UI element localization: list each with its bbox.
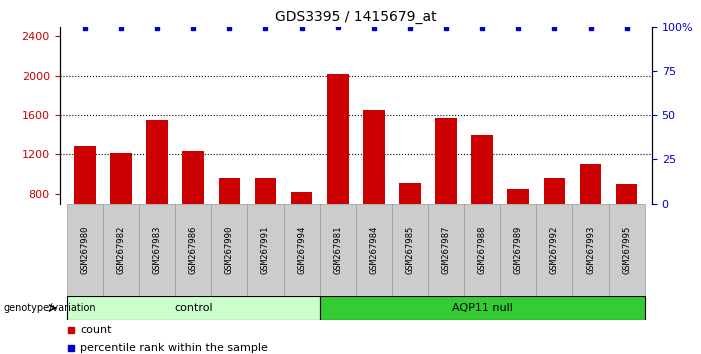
FancyBboxPatch shape — [501, 204, 536, 296]
FancyBboxPatch shape — [428, 204, 464, 296]
FancyBboxPatch shape — [283, 204, 320, 296]
Text: GSM267983: GSM267983 — [153, 225, 162, 274]
Text: GSM267995: GSM267995 — [622, 225, 631, 274]
FancyBboxPatch shape — [536, 204, 573, 296]
Text: GSM267993: GSM267993 — [586, 225, 595, 274]
Bar — [363, 110, 385, 272]
FancyBboxPatch shape — [211, 204, 247, 296]
Bar — [291, 192, 313, 272]
Text: count: count — [81, 325, 112, 335]
FancyBboxPatch shape — [67, 296, 320, 320]
FancyBboxPatch shape — [392, 204, 428, 296]
Text: genotype/variation: genotype/variation — [4, 303, 96, 313]
Text: GSM267991: GSM267991 — [261, 225, 270, 274]
FancyBboxPatch shape — [103, 204, 139, 296]
Bar — [543, 178, 565, 272]
Bar — [471, 135, 493, 272]
Text: GSM267992: GSM267992 — [550, 225, 559, 274]
Text: percentile rank within the sample: percentile rank within the sample — [81, 343, 268, 353]
Text: AQP11 null: AQP11 null — [451, 303, 512, 313]
Text: control: control — [174, 303, 212, 313]
Bar — [615, 184, 637, 272]
Bar — [254, 178, 276, 272]
FancyBboxPatch shape — [320, 204, 356, 296]
Text: GSM267994: GSM267994 — [297, 225, 306, 274]
Text: GSM267981: GSM267981 — [333, 225, 342, 274]
Text: GSM267988: GSM267988 — [477, 225, 486, 274]
Text: GSM267980: GSM267980 — [81, 225, 89, 274]
Title: GDS3395 / 1415679_at: GDS3395 / 1415679_at — [275, 10, 437, 24]
Bar — [399, 183, 421, 272]
FancyBboxPatch shape — [464, 204, 501, 296]
Text: GSM267985: GSM267985 — [405, 225, 414, 274]
Bar — [327, 74, 348, 272]
FancyBboxPatch shape — [247, 204, 283, 296]
Text: GSM267987: GSM267987 — [442, 225, 451, 274]
Bar — [74, 145, 96, 272]
Text: GSM267984: GSM267984 — [369, 225, 379, 274]
FancyBboxPatch shape — [608, 204, 645, 296]
FancyBboxPatch shape — [67, 204, 103, 296]
Bar — [110, 153, 132, 272]
Bar — [435, 119, 457, 272]
Bar — [580, 164, 601, 272]
Bar — [219, 178, 240, 272]
FancyBboxPatch shape — [356, 204, 392, 296]
Text: GSM267989: GSM267989 — [514, 225, 523, 274]
Text: GSM267990: GSM267990 — [225, 225, 234, 274]
FancyBboxPatch shape — [320, 296, 645, 320]
Bar — [182, 152, 204, 272]
FancyBboxPatch shape — [139, 204, 175, 296]
Bar — [147, 120, 168, 272]
FancyBboxPatch shape — [175, 204, 211, 296]
Bar — [508, 189, 529, 272]
FancyBboxPatch shape — [573, 204, 608, 296]
Text: GSM267986: GSM267986 — [189, 225, 198, 274]
Text: GSM267982: GSM267982 — [116, 225, 125, 274]
